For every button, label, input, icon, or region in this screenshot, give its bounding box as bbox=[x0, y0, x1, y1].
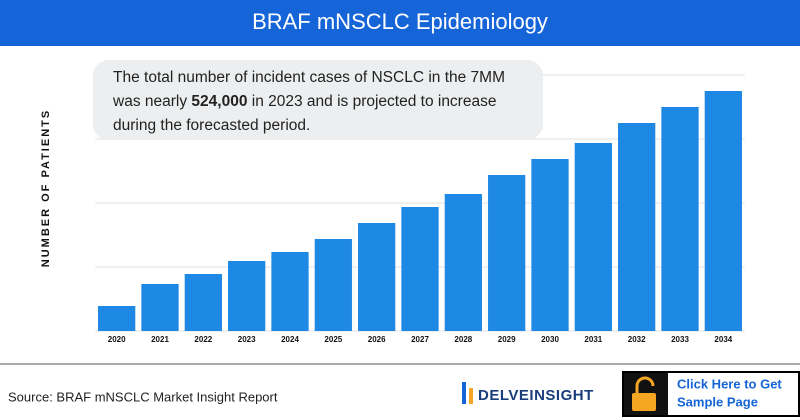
button-text[interactable]: Click Here to Get bbox=[677, 376, 782, 391]
x-tick-label: 2025 bbox=[324, 335, 342, 344]
x-tick-label: 2031 bbox=[584, 335, 602, 344]
bar bbox=[98, 306, 136, 331]
y-axis-label: NUMBER OF PATIENTS bbox=[40, 109, 52, 267]
bar bbox=[141, 284, 179, 331]
bar bbox=[358, 223, 396, 331]
annotation-highlight: 524,000 bbox=[191, 93, 247, 110]
x-tick-label: 2024 bbox=[281, 335, 299, 344]
annotation-text: was nearly bbox=[112, 93, 191, 110]
x-tick-label: 2028 bbox=[454, 335, 472, 344]
bar bbox=[531, 159, 569, 331]
logo-text: DELVEINSIGHT bbox=[478, 387, 594, 404]
lock-shackle bbox=[635, 376, 655, 393]
x-tick-label: 2023 bbox=[238, 335, 256, 344]
x-tick-label: 2032 bbox=[628, 335, 646, 344]
x-tick-label: 2020 bbox=[108, 335, 126, 344]
header-bar bbox=[0, 0, 800, 46]
bar bbox=[574, 143, 612, 331]
bar bbox=[444, 194, 482, 331]
annotation-line: The total number of incident cases of NS… bbox=[113, 69, 505, 86]
plot: 2020 2021 2022 2023 2024 2025 2026 2027 2028 2029… bbox=[95, 74, 745, 344]
x-tick-label: 2033 bbox=[671, 335, 689, 344]
x-tick-label: 2027 bbox=[411, 335, 429, 344]
bar bbox=[271, 252, 309, 331]
logo: DELVEINSIGHT bbox=[462, 382, 594, 404]
annotation-line: was nearly 524,000 in 2023 and is projec… bbox=[112, 93, 496, 110]
logo-bar bbox=[462, 382, 466, 404]
sample-button[interactable]: Click Here to Get Sample Page bbox=[622, 371, 800, 417]
annotation-line: during the forecasted period. bbox=[113, 117, 310, 134]
bar bbox=[661, 107, 699, 331]
bar bbox=[704, 91, 742, 331]
bar bbox=[488, 175, 526, 331]
x-tick-label: 2029 bbox=[498, 335, 516, 344]
bar bbox=[184, 274, 222, 331]
x-tick-label: 2026 bbox=[368, 335, 386, 344]
x-tick-label: 2021 bbox=[151, 335, 169, 344]
button-text[interactable]: Sample Page bbox=[677, 394, 758, 409]
x-tick-label: 2030 bbox=[541, 335, 559, 344]
logo-bar bbox=[469, 388, 473, 404]
lock-body bbox=[632, 393, 656, 411]
chart-title: BRAF mNSCLC Epidemiology bbox=[252, 9, 548, 34]
bar bbox=[401, 207, 439, 331]
x-tick-label: 2034 bbox=[714, 335, 732, 344]
bar bbox=[228, 261, 266, 331]
x-tick-label: 2022 bbox=[194, 335, 212, 344]
annotation-box bbox=[93, 60, 543, 140]
bar bbox=[314, 239, 352, 331]
annotation-text: in 2023 and is projected to increase bbox=[247, 93, 496, 110]
bar bbox=[618, 123, 656, 331]
source: Source: BRAF mNSCLC Market Insight Repor… bbox=[8, 389, 278, 404]
